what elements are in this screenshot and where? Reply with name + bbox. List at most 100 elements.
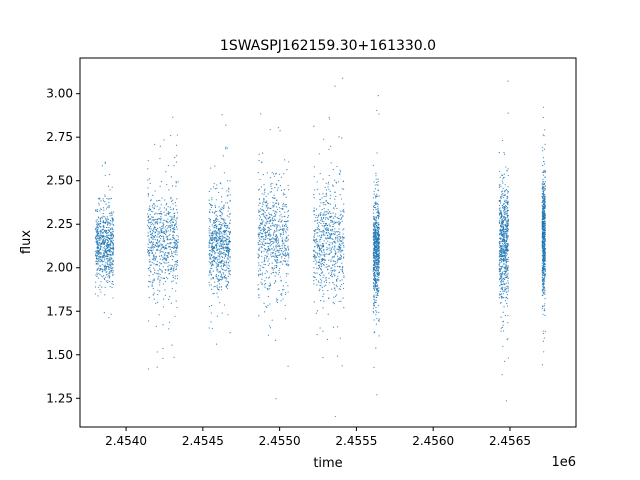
data-point — [324, 228, 327, 231]
data-point — [225, 280, 227, 282]
data-point — [504, 257, 506, 259]
data-point — [152, 219, 154, 221]
data-point — [325, 189, 328, 191]
data-point — [504, 256, 506, 258]
data-point — [323, 251, 325, 253]
data-point — [287, 245, 289, 247]
data-point — [101, 165, 104, 167]
data-point — [277, 127, 280, 129]
data-point — [158, 218, 160, 220]
data-point — [149, 249, 151, 251]
data-point — [340, 239, 342, 242]
data-point — [159, 279, 161, 281]
data-point — [111, 231, 113, 233]
data-point — [315, 229, 317, 231]
data-point — [212, 256, 214, 259]
data-point — [225, 285, 227, 287]
data-point — [375, 221, 378, 224]
data-point — [174, 275, 177, 277]
data-point — [378, 287, 380, 289]
data-point — [337, 258, 339, 260]
data-point — [281, 219, 283, 222]
data-point — [275, 250, 277, 253]
data-point — [322, 229, 324, 231]
data-point — [286, 263, 288, 265]
data-point — [372, 238, 375, 240]
data-point — [217, 238, 219, 241]
data-point — [152, 237, 154, 239]
data-point — [335, 294, 338, 296]
data-point — [376, 394, 378, 396]
data-point — [112, 264, 114, 266]
data-point — [372, 272, 375, 274]
data-point — [270, 183, 272, 185]
data-point — [274, 238, 276, 241]
data-point — [504, 287, 506, 289]
data-point — [499, 228, 501, 230]
data-point — [282, 285, 284, 287]
data-point — [94, 293, 96, 295]
data-point — [172, 203, 174, 205]
data-point — [504, 239, 506, 241]
data-point — [168, 328, 170, 330]
data-point — [212, 293, 214, 295]
data-point — [167, 206, 169, 208]
data-point — [503, 200, 506, 203]
data-point — [499, 200, 502, 202]
data-point — [377, 237, 379, 239]
data-point — [215, 275, 217, 277]
data-point — [375, 240, 378, 242]
data-point — [222, 248, 224, 250]
data-point — [224, 277, 227, 279]
data-point — [342, 282, 345, 285]
data-point — [266, 208, 269, 210]
data-point — [543, 250, 545, 252]
data-point — [331, 228, 334, 230]
data-point — [372, 235, 375, 237]
data-point — [313, 236, 315, 238]
data-point — [505, 265, 507, 267]
data-point — [282, 228, 284, 230]
data-point — [213, 241, 215, 243]
data-point — [109, 261, 111, 263]
data-point — [96, 235, 99, 237]
data-point — [375, 266, 377, 268]
data-point — [264, 259, 266, 261]
data-point — [265, 221, 268, 223]
data-point — [373, 294, 375, 296]
data-point — [102, 236, 104, 238]
data-point — [97, 286, 100, 288]
data-point — [177, 241, 179, 243]
data-point — [105, 246, 108, 248]
data-point — [208, 217, 210, 220]
data-point — [323, 204, 325, 206]
data-point — [173, 218, 175, 220]
data-point — [340, 300, 342, 302]
data-point — [107, 245, 110, 247]
data-point — [320, 238, 322, 240]
data-point — [277, 245, 280, 247]
data-point — [215, 262, 217, 264]
data-point — [374, 206, 377, 209]
data-point — [106, 257, 108, 260]
data-point — [285, 249, 287, 251]
data-point — [333, 248, 335, 250]
data-point — [223, 275, 226, 278]
data-point — [98, 241, 100, 244]
data-point — [373, 233, 375, 235]
data-point — [377, 216, 380, 218]
data-point — [153, 227, 155, 229]
data-point — [503, 273, 505, 275]
data-point — [327, 227, 329, 229]
data-point — [542, 277, 544, 280]
data-point — [224, 274, 226, 276]
data-point — [325, 237, 327, 239]
data-point — [171, 281, 173, 283]
data-point — [213, 259, 215, 261]
data-point — [378, 195, 380, 197]
data-point — [155, 256, 158, 258]
data-point — [318, 289, 320, 292]
data-point — [376, 250, 378, 253]
data-point — [339, 240, 341, 242]
data-point — [317, 216, 319, 218]
